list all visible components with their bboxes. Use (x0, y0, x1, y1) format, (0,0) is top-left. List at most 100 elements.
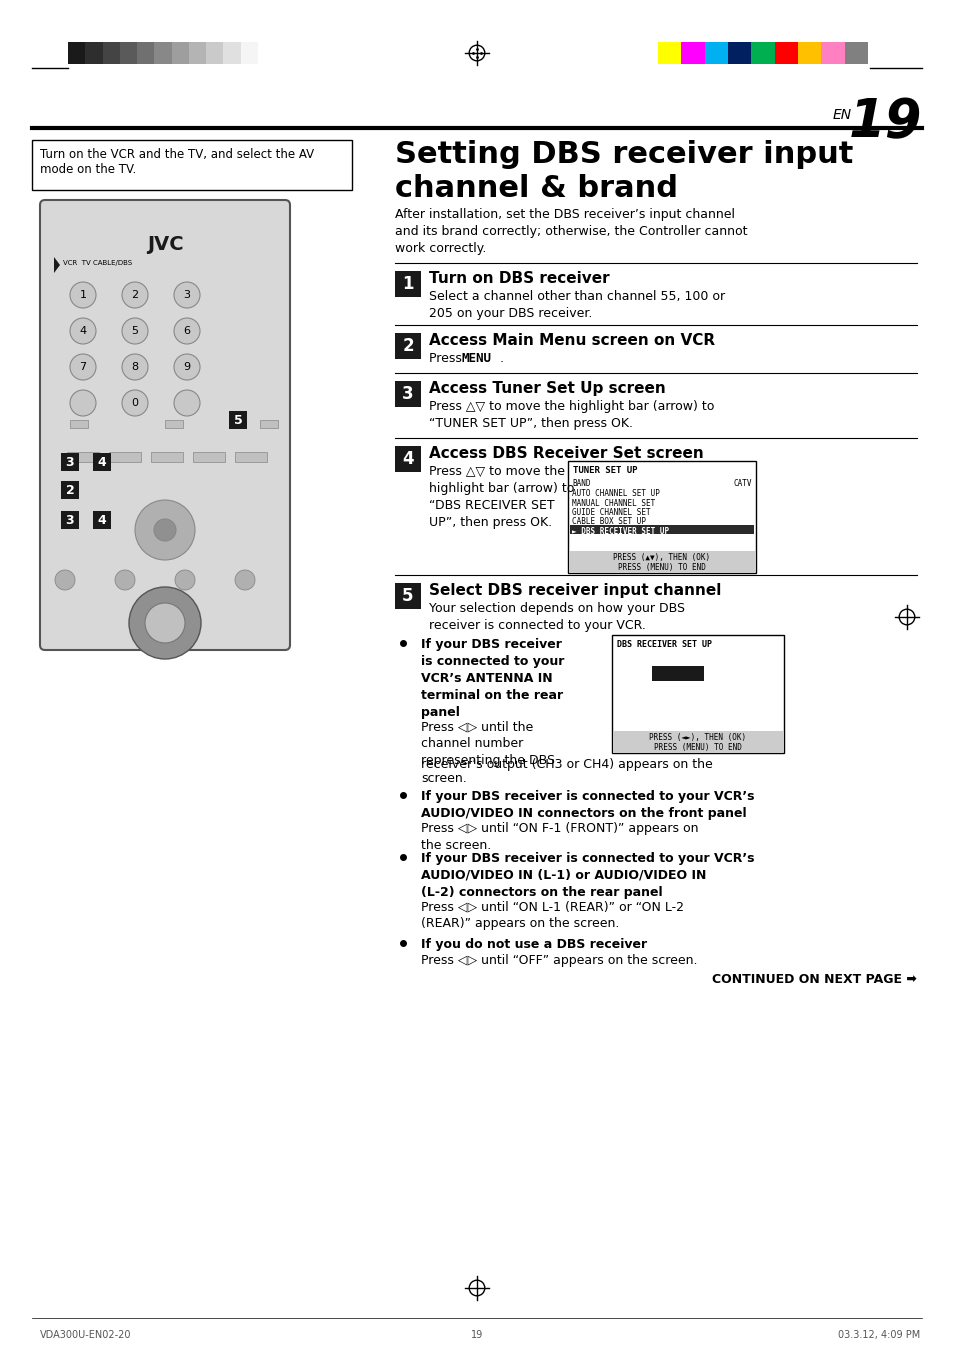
Text: 9: 9 (183, 362, 191, 372)
Circle shape (55, 570, 75, 590)
Bar (658, 42, 680, 63)
Circle shape (70, 317, 96, 345)
Text: Access Main Menu screen on VCR: Access Main Menu screen on VCR (429, 332, 715, 349)
Text: 19: 19 (847, 96, 921, 149)
Circle shape (70, 390, 96, 416)
Text: 3: 3 (66, 513, 74, 527)
Bar (61, 453, 79, 471)
Text: 03.3.12, 4:09 PM: 03.3.12, 4:09 PM (837, 1329, 919, 1340)
Text: PRESS (MENU) TO END: PRESS (MENU) TO END (654, 743, 741, 753)
Text: .: . (499, 353, 503, 365)
Text: 0: 0 (132, 399, 138, 408)
Text: Select a channel other than channel 55, 100 or
205 on your DBS receiver.: Select a channel other than channel 55, … (429, 290, 724, 320)
Circle shape (145, 603, 185, 643)
Circle shape (122, 354, 148, 380)
Text: 3: 3 (183, 290, 191, 300)
Text: CABLE BOX SET UP: CABLE BOX SET UP (572, 517, 645, 527)
Circle shape (129, 586, 201, 659)
Polygon shape (54, 257, 60, 273)
Bar (260, 420, 277, 428)
Bar (727, 42, 751, 63)
Bar (223, 42, 240, 63)
Text: 4: 4 (402, 450, 414, 467)
Bar (612, 635, 783, 753)
Bar (85, 42, 102, 63)
Bar (240, 42, 257, 63)
Bar (651, 666, 703, 681)
Bar (61, 511, 79, 530)
Bar (843, 42, 867, 63)
Circle shape (122, 282, 148, 308)
Bar (797, 42, 821, 63)
Bar (32, 141, 352, 190)
Text: If your DBS receiver is connected to your VCR’s
AUDIO/VIDEO IN connectors on the: If your DBS receiver is connected to you… (420, 790, 754, 820)
Bar (92, 453, 111, 471)
Text: 5: 5 (132, 326, 138, 336)
Text: Press △▽ to move the highlight bar (arrow) to
“TUNER SET UP”, then press OK.: Press △▽ to move the highlight bar (arro… (429, 400, 714, 430)
Circle shape (174, 570, 194, 590)
Bar (189, 42, 206, 63)
Text: VCR  TV CABLE/DBS: VCR TV CABLE/DBS (63, 259, 132, 266)
Text: Press: Press (429, 353, 465, 365)
Text: EN: EN (832, 108, 851, 122)
Bar (68, 42, 85, 63)
Bar (774, 42, 797, 63)
Circle shape (173, 317, 200, 345)
Bar (569, 524, 753, 534)
Text: Press ◁▷ until “OFF” appears on the screen.: Press ◁▷ until “OFF” appears on the scre… (420, 954, 697, 967)
Text: 5: 5 (233, 413, 242, 427)
Text: 2: 2 (402, 336, 414, 355)
Circle shape (70, 282, 96, 308)
Bar (821, 42, 843, 63)
Text: 7: 7 (79, 362, 87, 372)
Bar (395, 332, 420, 359)
Text: PRESS (◄►), THEN (OK): PRESS (◄►), THEN (OK) (649, 734, 746, 742)
Bar (568, 551, 754, 573)
Text: 19: 19 (471, 1329, 482, 1340)
Text: Your selection depends on how your DBS
receiver is connected to your VCR.: Your selection depends on how your DBS r… (429, 603, 684, 632)
Circle shape (135, 500, 194, 561)
Text: Press ◁▷ until the
channel number
representing the DBS: Press ◁▷ until the channel number repres… (420, 720, 555, 767)
Bar (206, 42, 223, 63)
Circle shape (122, 390, 148, 416)
Circle shape (122, 317, 148, 345)
Text: Select DBS receiver input channel: Select DBS receiver input channel (429, 584, 720, 598)
Bar (395, 381, 420, 407)
Text: If your DBS receiver
is connected to your
VCR’s ANTENNA IN
terminal on the rear
: If your DBS receiver is connected to you… (420, 638, 564, 719)
Text: Setting DBS receiver input
channel & brand: Setting DBS receiver input channel & bra… (395, 141, 853, 203)
Text: PRESS (▲▼), THEN (OK): PRESS (▲▼), THEN (OK) (613, 553, 710, 562)
Text: Turn on the VCR and the TV, and select the AV
mode on the TV.: Turn on the VCR and the TV, and select t… (40, 149, 314, 176)
Bar (165, 420, 183, 428)
Text: 6: 6 (183, 326, 191, 336)
Bar (151, 453, 183, 462)
Bar (67, 453, 99, 462)
Text: Access Tuner Set Up screen: Access Tuner Set Up screen (429, 381, 665, 396)
Bar (109, 453, 141, 462)
Text: AUTO CHANNEL SET UP: AUTO CHANNEL SET UP (572, 489, 659, 499)
Text: Press ◁▷ until “ON L-1 (REAR)” or “ON L-2
(REAR)” appears on the screen.: Press ◁▷ until “ON L-1 (REAR)” or “ON L-… (420, 900, 683, 929)
Text: Access DBS Receiver Set screen: Access DBS Receiver Set screen (429, 446, 703, 461)
Text: VDA300U-EN02-20: VDA300U-EN02-20 (40, 1329, 132, 1340)
Circle shape (173, 354, 200, 380)
Text: 3: 3 (66, 455, 74, 469)
Bar (172, 42, 189, 63)
Circle shape (234, 570, 254, 590)
Text: MANUAL CHANNEL SET: MANUAL CHANNEL SET (572, 499, 655, 508)
Bar (193, 453, 225, 462)
Bar (229, 411, 247, 430)
Text: 4: 4 (97, 513, 107, 527)
Text: screen.: screen. (420, 771, 466, 785)
Bar (234, 453, 267, 462)
Text: receiver’s output (CH3 or CH4) appears on the: receiver’s output (CH3 or CH4) appears o… (420, 758, 712, 771)
Text: Turn on DBS receiver: Turn on DBS receiver (429, 272, 609, 286)
Text: OFF: OFF (667, 682, 687, 692)
Text: If your DBS receiver is connected to your VCR’s
AUDIO/VIDEO IN (L-1) or AUDIO/VI: If your DBS receiver is connected to you… (420, 852, 754, 898)
Text: CONTINUED ON NEXT PAGE ➡: CONTINUED ON NEXT PAGE ➡ (711, 973, 916, 986)
Text: 2: 2 (132, 290, 138, 300)
Circle shape (115, 570, 135, 590)
Text: DBS RECEIVER SET UP: DBS RECEIVER SET UP (617, 640, 711, 648)
FancyBboxPatch shape (40, 200, 290, 650)
Text: 1: 1 (402, 276, 414, 293)
Text: JVC: JVC (147, 235, 183, 254)
Bar (395, 446, 420, 471)
